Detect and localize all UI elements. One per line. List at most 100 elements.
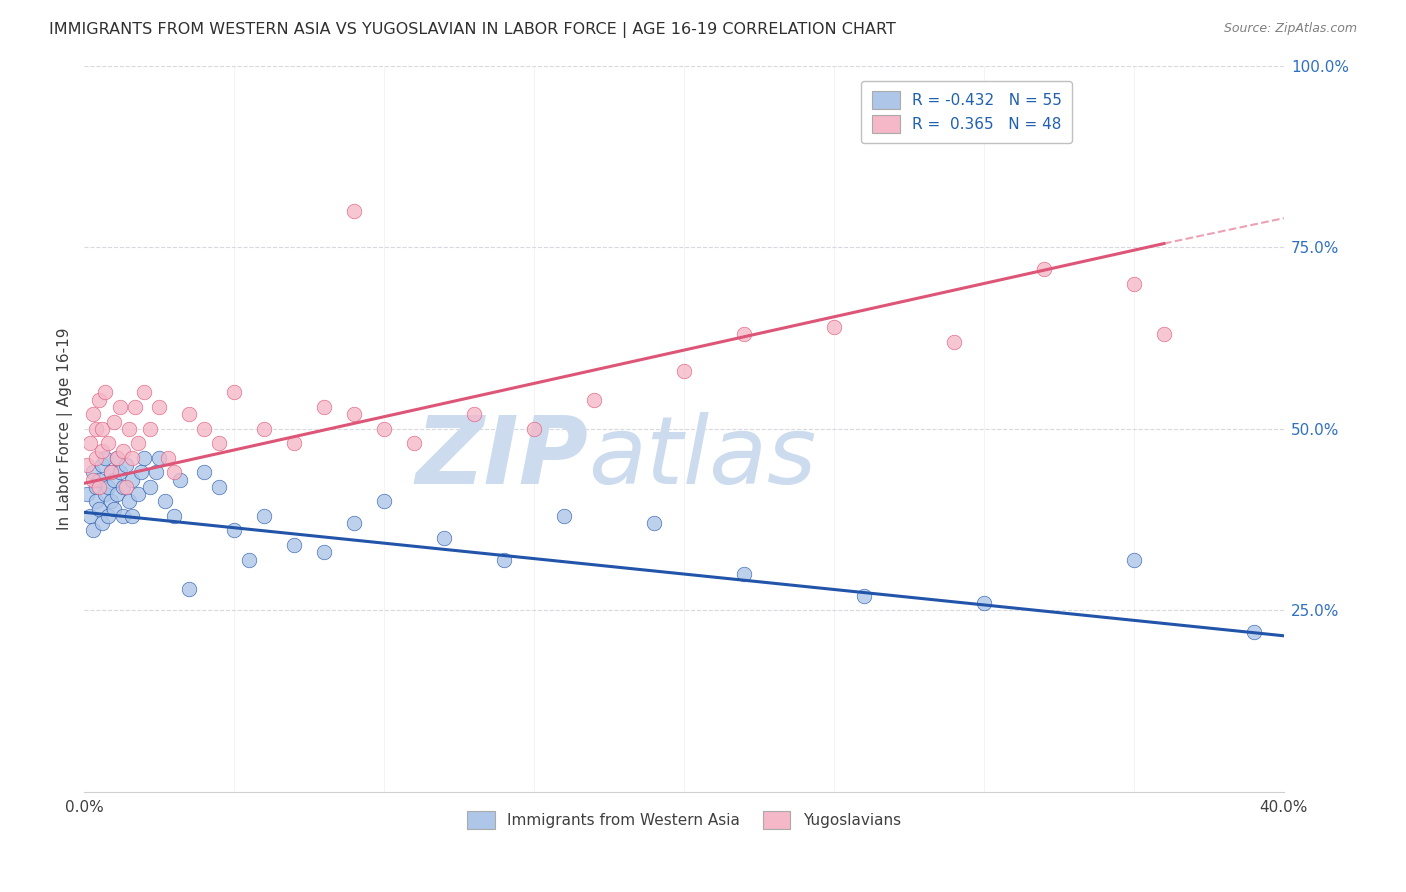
Point [553,508,575,523]
Point [134,385,156,400]
Point [163,508,186,523]
Point [94,487,117,501]
Point [121,508,143,523]
Point [91,443,114,458]
Point [112,480,135,494]
Point [105,450,128,465]
Point [583,392,606,407]
Point [238,552,260,566]
Point [283,436,305,450]
Point [84,494,107,508]
Point [823,320,845,334]
Point [193,466,215,480]
Point [97,480,120,494]
Point [103,473,125,487]
Point [129,466,152,480]
Point [283,538,305,552]
Point [89,480,111,494]
Point [100,466,122,480]
Point [76,458,98,472]
Point [84,480,107,494]
Text: Source: ZipAtlas.com: Source: ZipAtlas.com [1223,22,1357,36]
Point [127,436,149,450]
Point [134,450,156,465]
Point [121,473,143,487]
Point [82,466,104,480]
Point [208,436,231,450]
Point [105,450,128,465]
Point [148,450,170,465]
Point [193,422,215,436]
Point [82,473,104,487]
Point [343,516,366,531]
Point [115,458,138,472]
Point [373,494,395,508]
Point [157,450,180,465]
Point [100,466,122,480]
Point [103,501,125,516]
Point [112,443,135,458]
Point [79,508,101,523]
Point [82,407,104,421]
Point [97,436,120,450]
Text: ZIP: ZIP [415,412,588,504]
Point [853,589,876,603]
Point [139,480,162,494]
Point [169,473,191,487]
Point [112,508,135,523]
Point [253,422,276,436]
Point [82,524,104,538]
Point [523,422,546,436]
Point [943,334,966,349]
Point [127,487,149,501]
Point [314,545,336,559]
Point [89,501,111,516]
Point [89,392,111,407]
Point [433,531,456,545]
Point [253,508,276,523]
Point [118,494,141,508]
Point [76,487,98,501]
Point [105,487,128,501]
Point [124,400,146,414]
Point [494,552,516,566]
Point [97,508,120,523]
Point [224,385,246,400]
Point [343,407,366,421]
Point [1153,327,1175,342]
Point [343,203,366,218]
Point [94,450,117,465]
Point [314,400,336,414]
Point [463,407,485,421]
Point [84,422,107,436]
Point [139,422,162,436]
Point [179,407,201,421]
Point [148,400,170,414]
Point [163,466,186,480]
Point [103,415,125,429]
Point [145,466,167,480]
Point [1243,625,1265,640]
Point [404,436,426,450]
Point [1122,277,1144,291]
Point [733,567,755,582]
Text: atlas: atlas [588,412,817,503]
Point [118,422,141,436]
Point [100,494,122,508]
Point [110,466,132,480]
Point [121,450,143,465]
Point [224,524,246,538]
Y-axis label: In Labor Force | Age 16-19: In Labor Force | Age 16-19 [58,327,73,530]
Point [84,450,107,465]
Point [91,458,114,472]
Point [155,494,177,508]
Point [1122,552,1144,566]
Point [89,473,111,487]
Point [673,364,696,378]
Text: IMMIGRANTS FROM WESTERN ASIA VS YUGOSLAVIAN IN LABOR FORCE | AGE 16-19 CORRELATI: IMMIGRANTS FROM WESTERN ASIA VS YUGOSLAV… [49,22,896,38]
Point [373,422,395,436]
Point [208,480,231,494]
Point [179,582,201,596]
Point [973,596,995,610]
Point [733,327,755,342]
